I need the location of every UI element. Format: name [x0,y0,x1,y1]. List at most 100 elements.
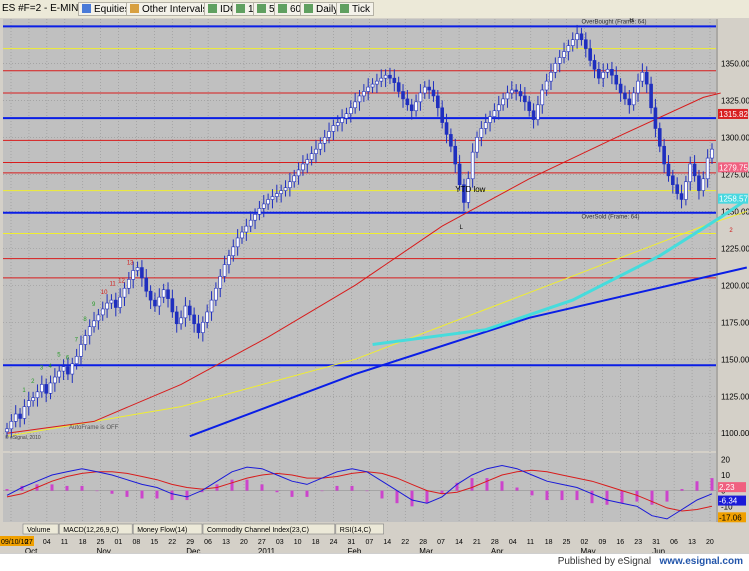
candle-body [422,86,427,94]
candle-body [314,148,318,154]
chart[interactable]: 1100.00 1125.00 1150.00 1175.00 1200.00 1225.… [0,18,749,553]
candle-body [222,264,227,277]
candle-body [401,91,405,100]
indicator-tab-label: Money Flow(14) [137,527,187,534]
candle-body [5,428,9,433]
candle-body [505,92,510,100]
macd-histogram-bar [515,487,519,491]
indicator-tab[interactable] [22,523,59,535]
y-tick-label: 1275.00 [721,170,749,179]
candle-body [640,71,645,82]
candle-body [244,225,249,233]
candle-body [409,104,414,112]
equities-menu[interactable]: Equities [78,2,134,16]
indicator-tab[interactable] [58,523,133,535]
candle-body [479,128,484,138]
status-bar: Published by eSignal www.esignal.com [0,553,749,571]
candle-body [105,302,109,310]
candle-body [9,421,14,430]
candle-body [205,311,209,323]
macd-histogram-bar [65,485,69,491]
candle-body [201,321,205,333]
indicator-tab[interactable] [335,523,384,535]
candle-body [666,163,671,177]
indicator-tab-label: MACD(12,26,9,C) [63,527,119,534]
month-label: Dec [186,547,200,553]
autoframe-label: AutoFrame is OFF [69,425,119,431]
x-tick-label: 15 [150,539,158,546]
candle-body [592,60,597,70]
sequential-count: 10 [101,290,108,296]
candle-body [692,163,697,177]
chart-icon [278,4,287,13]
macd-signal-line [6,469,713,512]
candle-body [187,305,192,316]
candle-body [70,363,75,375]
indicator-tab[interactable] [132,523,203,535]
macd-histogram-bar [635,490,639,502]
candle-body [192,314,196,325]
x-tick-label: 31 [652,539,660,546]
candle-body [92,320,96,328]
daily-button[interactable]: Daily [300,2,343,16]
candle-body [283,187,288,191]
candle-body [623,92,627,100]
macd-histogram-bar [695,481,699,491]
candle-body [161,289,166,298]
price-box-value: 1258.57 [719,195,748,204]
sequential-count: 12 [118,278,125,284]
candle-body [18,413,22,419]
x-tick-label: 16 [616,539,624,546]
ma-red-line [6,92,721,434]
macd-histogram-bar [260,484,264,491]
macd-histogram-bar [380,490,384,499]
candle-body [48,382,53,394]
y-tick-label: 1300.00 [721,133,749,142]
site-link[interactable]: www.esignal.com [659,556,743,567]
candle-body [653,107,658,129]
sequential-count: 1 [22,388,26,394]
month-label: Oct [25,547,38,553]
candle-body [375,80,379,85]
candle-body [322,137,327,144]
candle-body [26,400,31,407]
candle-body [153,299,157,307]
candle-body [549,71,553,82]
macd-histogram-bar [320,490,324,492]
chart-icon [208,4,217,13]
indicator-tab-label: Commodity Channel Index(23,C) [207,527,309,534]
candle-body [553,63,558,73]
low-marker: L [460,225,464,231]
tick-button[interactable]: Tick [336,2,374,16]
macd-line [6,464,713,520]
chart-icon [236,4,245,13]
macd-histogram-bar [485,478,489,491]
price-box [718,108,748,119]
macd-histogram-bar [590,490,594,504]
sequential-count: 7 [75,338,79,344]
candle-body [588,48,592,61]
clock-icon [130,4,139,13]
macd-histogram-bar [650,490,654,505]
chart-icon [304,4,313,13]
y-tick-label: 1325.00 [721,96,749,105]
candle-body [379,77,384,82]
macd-histogram-bar [530,490,534,496]
candle-body [270,196,275,200]
candle-body [657,128,662,147]
indicator-tab[interactable] [202,523,336,535]
macd-value-box [718,495,746,506]
candle-body [388,74,392,79]
interval-60-button[interactable]: 60 [274,2,306,16]
macd-histogram-bar [185,490,189,501]
chart-icon [257,4,266,13]
candle-body [348,107,353,114]
candle-body [79,344,83,357]
x-tick-label: 02 [581,539,589,546]
x-tick-label: 04 [43,539,51,546]
candle-body [597,69,601,79]
candle-body [531,110,536,120]
other-intervals-menu[interactable]: Other Intervals [126,2,212,16]
candle-body [644,71,649,85]
x-tick-label: 10 [294,539,302,546]
